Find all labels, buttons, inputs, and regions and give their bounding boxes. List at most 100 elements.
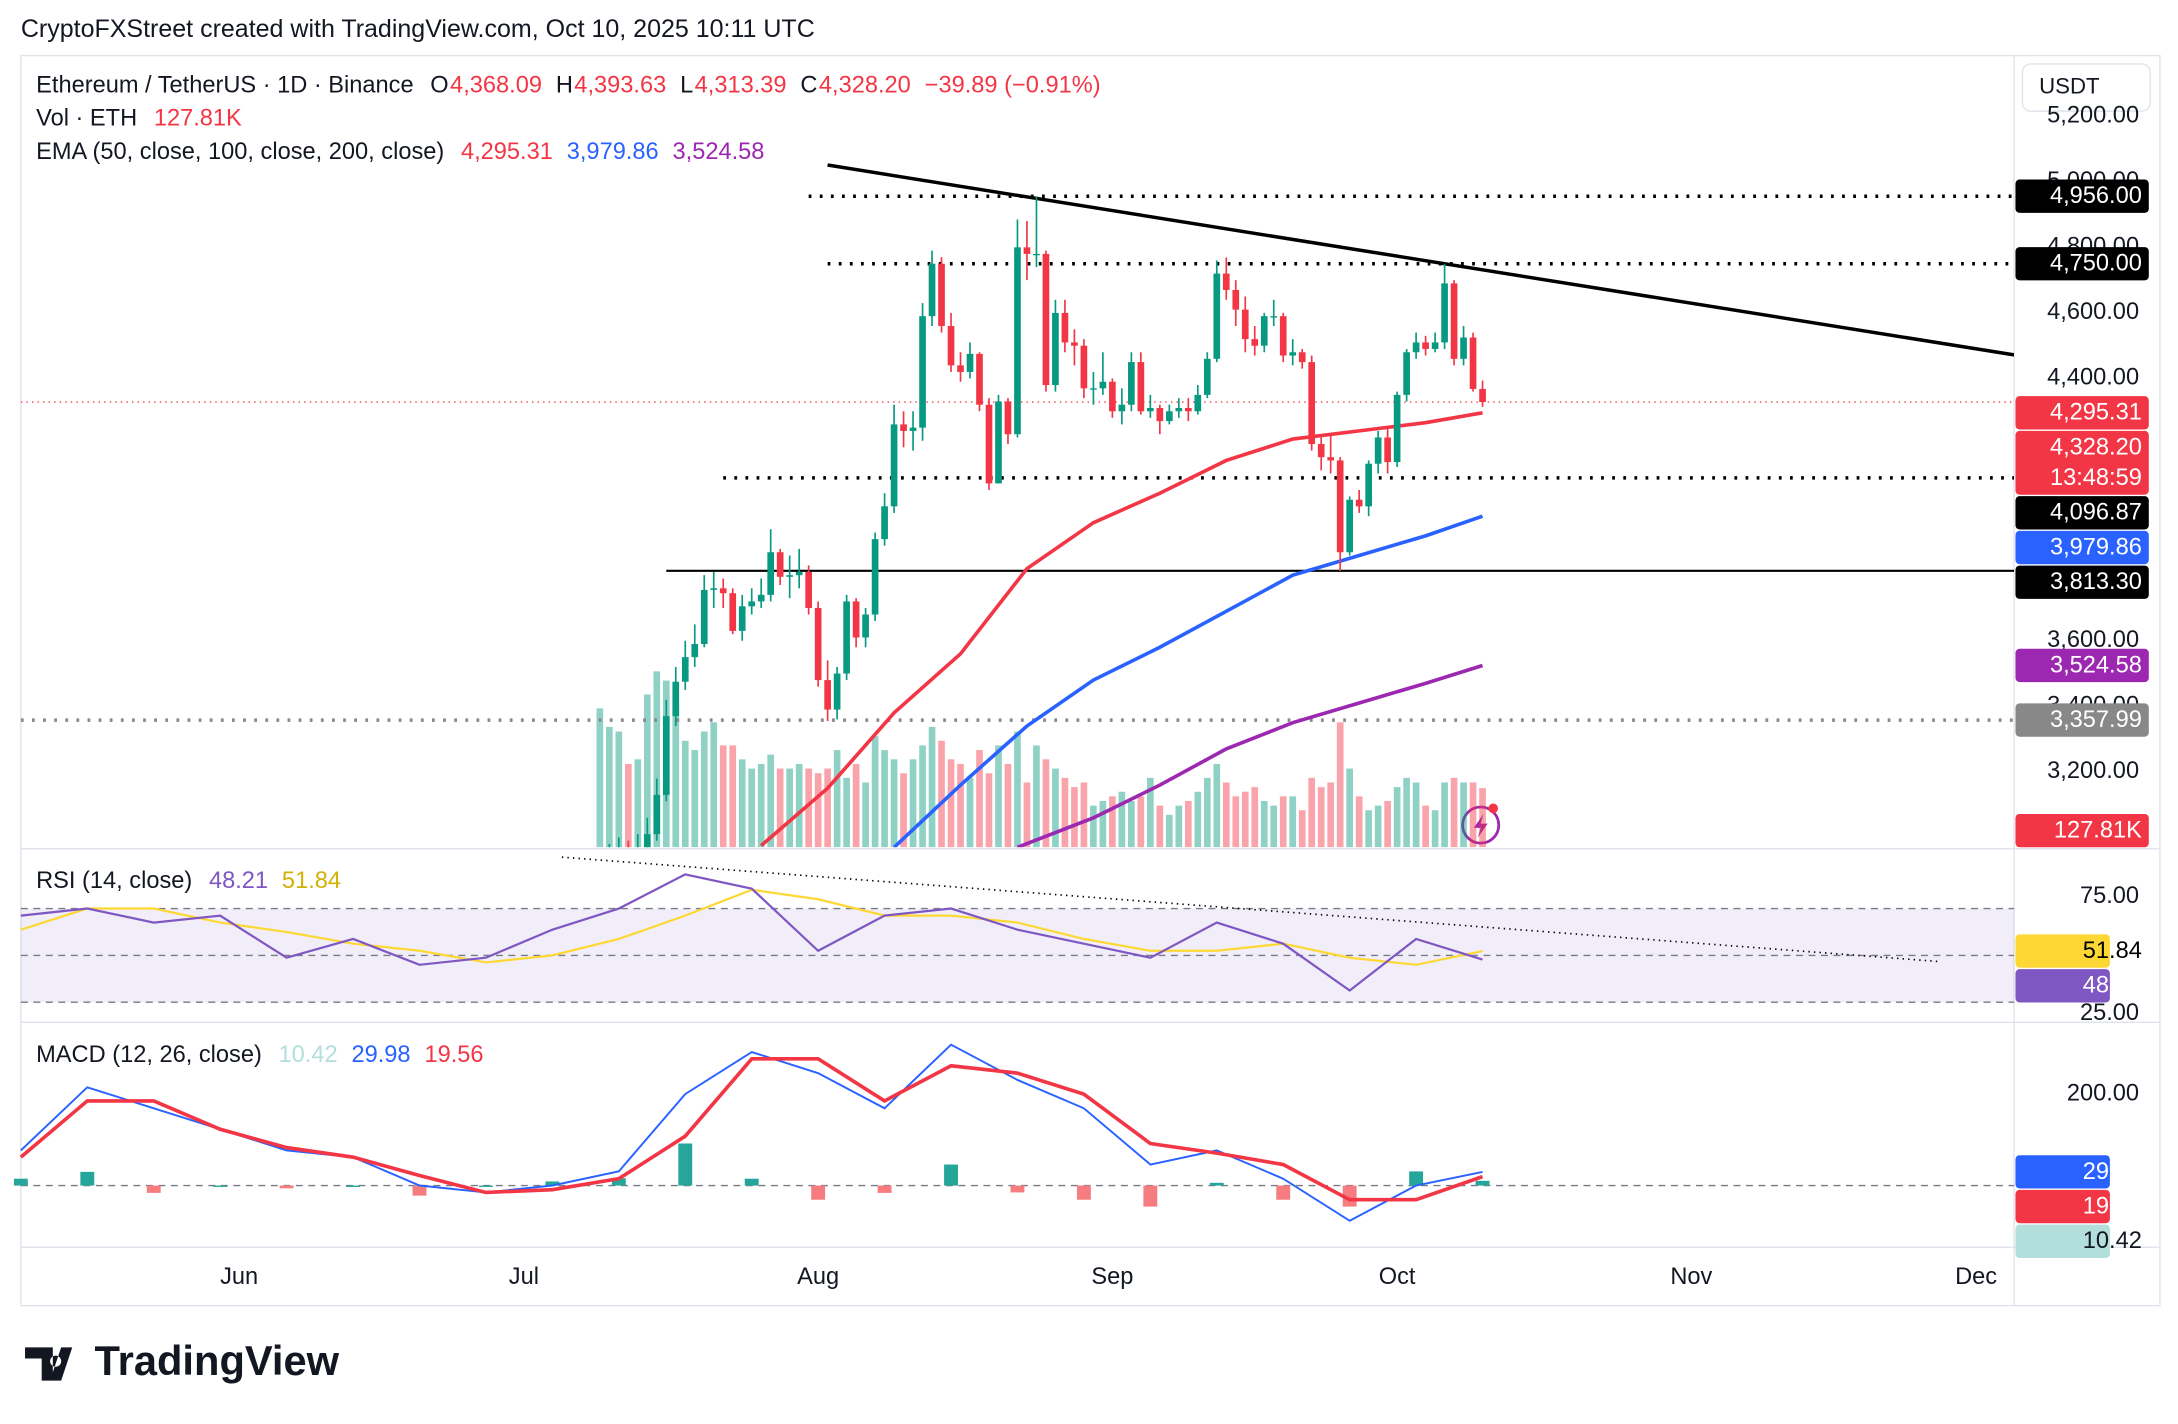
volume-bar [1203, 777, 1211, 848]
volume-bar [995, 745, 1002, 848]
trendline [827, 163, 2015, 357]
candle-body [824, 680, 831, 710]
candle-body [700, 589, 708, 645]
candle-body [1023, 247, 1031, 254]
volume-bar [1374, 805, 1382, 848]
level-badge [2015, 179, 2149, 213]
candle-body [1109, 381, 1116, 412]
currency-button[interactable] [2021, 63, 2151, 112]
candle-body [890, 424, 898, 507]
macd-line [20, 1043, 1483, 1222]
candle-body [957, 365, 964, 372]
macd-histogram-bar [1010, 1185, 1025, 1193]
rsi-badge-text: 51.84 [2083, 938, 2142, 964]
volume-bar [1460, 782, 1467, 848]
volume-bar [786, 768, 794, 848]
volume-bar [1213, 763, 1221, 848]
candle-body [1469, 337, 1477, 389]
rsi-badge [2015, 934, 2110, 968]
candle-body [606, 854, 613, 913]
volume-bar [681, 740, 689, 848]
volume-bar [938, 740, 945, 848]
volume-bar [1222, 782, 1230, 848]
rsi-title: RSI (14, close) [36, 868, 192, 894]
y-tick-label: 75.00 [2080, 883, 2139, 909]
candle-body [1450, 283, 1458, 359]
volume-bar [1289, 796, 1297, 848]
candle-body [1422, 342, 1429, 349]
candle-body [1033, 253, 1040, 256]
volume-bar [881, 750, 888, 848]
macd-histogram-bar [279, 1185, 294, 1189]
volume-bar [824, 768, 831, 848]
macd-value: 19.56 [424, 1042, 483, 1068]
volume-bar [1194, 791, 1202, 848]
macd-badge-text: 29.98 [2083, 1159, 2142, 1185]
volume-bar [738, 759, 746, 848]
candle-body [1479, 388, 1486, 403]
candle-body [719, 588, 727, 594]
candle-body [625, 851, 632, 858]
volume-bar [757, 763, 765, 848]
rsi-trendline [561, 856, 1939, 963]
currency-label[interactable]: USDT [2039, 73, 2100, 98]
candle-body [767, 552, 775, 595]
rsi-badge-text: 48.21 [2083, 973, 2142, 999]
volume-value: 127.81K [154, 106, 242, 132]
candle-body [729, 593, 737, 631]
macd-histogram-bar [678, 1143, 693, 1186]
candle-body [1403, 352, 1410, 395]
live-icon [1461, 803, 1501, 845]
volume-bar [1184, 800, 1192, 848]
candle-body [1431, 342, 1439, 349]
candle-body [710, 588, 718, 590]
macd-histogram-bar [13, 1178, 28, 1186]
volume-bar [1071, 787, 1078, 848]
candle-body [1099, 381, 1107, 389]
candle-body [1460, 337, 1467, 359]
logo: TradingView [25, 1337, 340, 1384]
level-badge-text: 3,813.30 [2050, 569, 2142, 595]
volume-bar [909, 759, 917, 848]
candle-body [1175, 407, 1183, 412]
volume-bar [1251, 787, 1259, 848]
macd-hist-value: 10.42 [278, 1042, 337, 1068]
volume-bar [1308, 777, 1316, 848]
level-badge [2015, 703, 2149, 737]
logo-text: TradingView [94, 1337, 339, 1384]
chart-frame [20, 54, 2161, 1307]
candle-body [1327, 457, 1335, 461]
ohlc-key: L [680, 72, 693, 98]
volume-bar [1317, 787, 1325, 848]
volume-bar [615, 731, 623, 848]
level-badge [2015, 247, 2149, 281]
candle-body [662, 716, 670, 795]
ema-badge-text: 3,979.86 [2050, 534, 2142, 560]
macd-histogram-bar [478, 1185, 493, 1187]
volume-bar [1147, 777, 1154, 848]
candle-body [1317, 444, 1325, 458]
level-badge-text: 4,096.87 [2050, 500, 2142, 526]
candle-body [1203, 358, 1211, 395]
macd-histogram-bar [80, 1171, 95, 1186]
volume-title: Vol · ETH [36, 106, 137, 132]
candle-body [814, 607, 822, 681]
x-tick-label: Aug [797, 1264, 839, 1290]
x-tick-label: Jun [220, 1264, 258, 1290]
volume-bar [776, 768, 784, 848]
volume-bar [1080, 782, 1088, 848]
candle-body [833, 673, 841, 710]
volume-bar [672, 703, 680, 848]
macd-badge [2015, 1224, 2110, 1258]
candle-body [1014, 247, 1021, 435]
volume-bar [919, 745, 926, 848]
volume-bar [653, 671, 661, 848]
volume-bar [1384, 800, 1391, 848]
candle-body [1241, 309, 1249, 340]
last-price-badge-text: 4,328.20 [2050, 434, 2142, 460]
ohlc-key: H [556, 72, 573, 98]
volume-bar [1355, 796, 1363, 848]
volume-bar [1412, 782, 1420, 848]
macd-histogram-bar [744, 1178, 759, 1186]
rsi-value: 51.84 [282, 868, 341, 894]
